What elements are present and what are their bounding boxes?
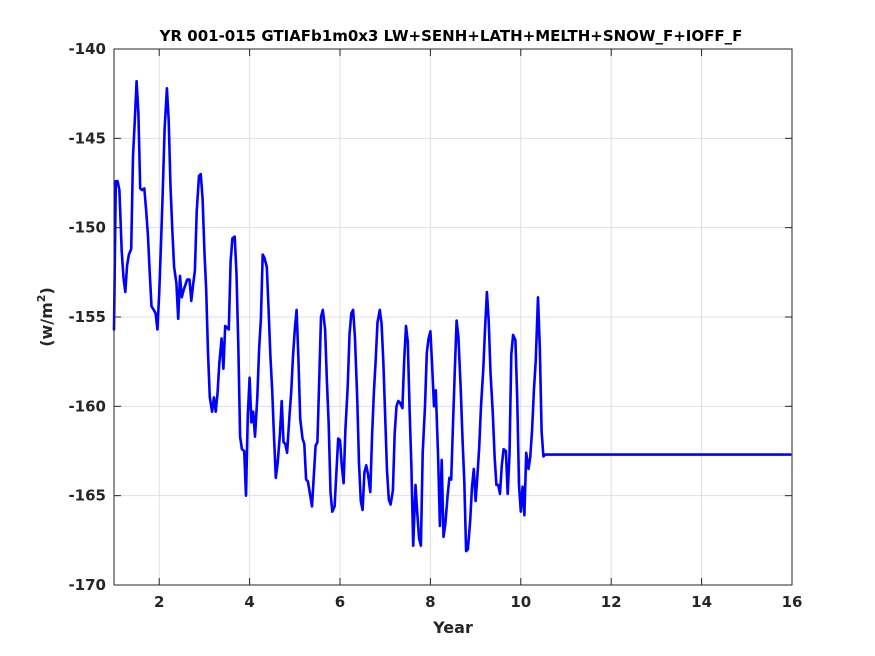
x-tick-label: 4 xyxy=(244,593,254,611)
x-tick-label: 14 xyxy=(691,593,712,611)
y-axis-label-main: (w/m xyxy=(37,302,56,347)
chart-title: YR 001-015 GTIAFb1m0x3 LW+SENH+LATH+MELT… xyxy=(159,27,743,45)
y-axis-label-sup: 2 xyxy=(35,295,48,303)
x-tick-label: 16 xyxy=(782,593,803,611)
y-tick-label: -150 xyxy=(68,219,106,237)
y-tick-label: -155 xyxy=(68,308,106,326)
y-axis-label-close: ) xyxy=(37,287,56,294)
x-tick-label: 8 xyxy=(425,593,435,611)
ticks xyxy=(114,48,793,586)
series-layer xyxy=(112,79,792,553)
x-tick-label: 12 xyxy=(601,593,622,611)
x-axis-label: Year xyxy=(432,618,473,637)
x-tick-label: 10 xyxy=(510,593,531,611)
y-tick-label: -140 xyxy=(68,40,106,58)
y-tick-label: -165 xyxy=(68,487,106,505)
y-axis-label: (w/m2) xyxy=(35,287,56,347)
series-line xyxy=(112,79,792,553)
y-tick-label: -160 xyxy=(68,397,106,415)
tick-labels: 2 4 6 8 10 12 14 16 -140 -145 -150 -155 -160 -165 -170 xyxy=(68,40,802,611)
x-tick-label: 2 xyxy=(154,593,164,611)
y-tick-label: -170 xyxy=(68,576,106,594)
x-tick-label: 6 xyxy=(335,593,345,611)
y-tick-label: -145 xyxy=(68,129,106,147)
